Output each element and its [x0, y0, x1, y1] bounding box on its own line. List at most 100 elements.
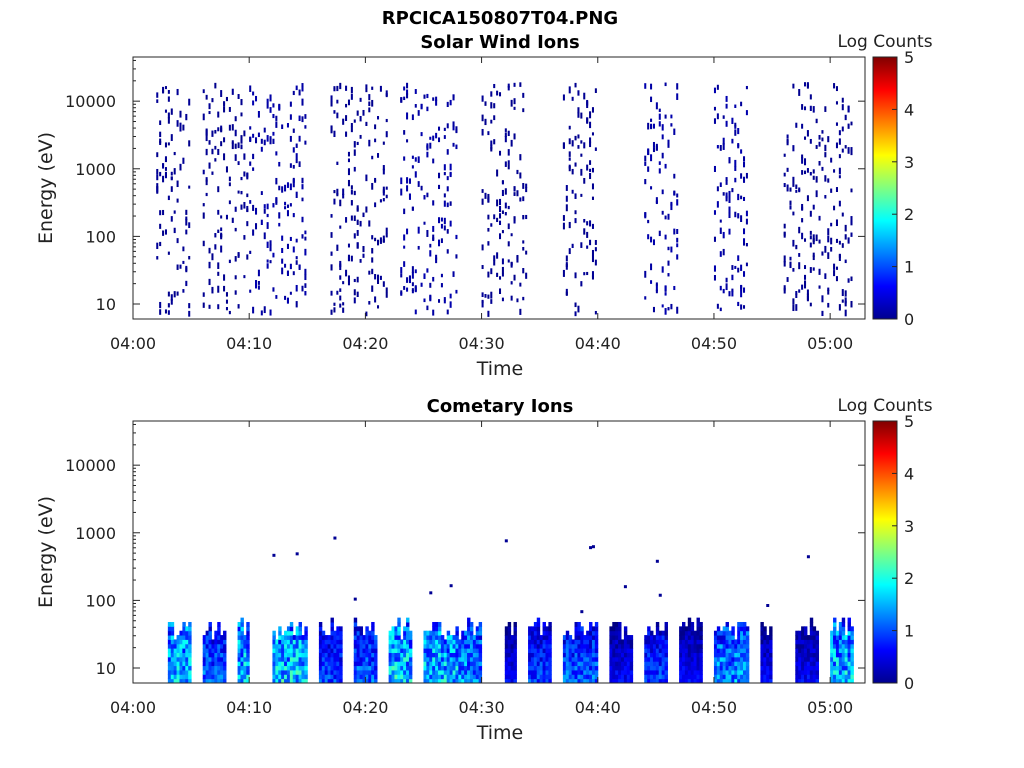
- count-cell: [298, 135, 301, 142]
- count-cell: [594, 147, 597, 151]
- count-cell: [743, 238, 746, 243]
- count-cell: [333, 307, 336, 313]
- count-cell: [743, 656, 747, 662]
- count-cell: [812, 204, 815, 210]
- count-cell: [391, 678, 395, 684]
- count-cell: [589, 626, 593, 632]
- count-cell: [713, 656, 718, 662]
- count-cell: [815, 674, 820, 680]
- count-cell: [220, 652, 224, 658]
- count-cell: [844, 290, 847, 297]
- count-cell: [623, 661, 628, 667]
- count-cell: [417, 156, 420, 163]
- count-cell: [438, 239, 441, 247]
- count-cell: [167, 639, 172, 645]
- count-cell: [841, 104, 844, 111]
- count-cell: [734, 211, 737, 218]
- count-cell: [246, 621, 250, 627]
- count-cell: [664, 656, 668, 662]
- count-cell: [397, 639, 401, 645]
- count-cell: [545, 648, 549, 653]
- count-cell: [655, 197, 658, 204]
- count-cell: [472, 652, 477, 658]
- count-cell: [687, 626, 692, 632]
- count-cell: [272, 138, 275, 144]
- count-cell: [670, 114, 673, 119]
- count-cell: [182, 656, 186, 662]
- count-cell: [469, 648, 474, 653]
- count-cell: [281, 678, 285, 684]
- count-cell: [228, 106, 231, 112]
- count-cell: [408, 665, 413, 671]
- count-cell: [411, 155, 414, 159]
- count-cell: [507, 241, 510, 247]
- count-cell: [536, 648, 541, 653]
- count-cell: [850, 147, 853, 152]
- count-cell: [173, 168, 176, 175]
- count-cell: [461, 648, 465, 653]
- count-cell: [304, 268, 307, 275]
- count-cell: [542, 665, 546, 671]
- count-cell: [275, 198, 278, 205]
- count-cell: [809, 652, 814, 658]
- count-cell: [330, 648, 334, 653]
- count-cell: [525, 187, 528, 193]
- count-cell: [289, 652, 294, 658]
- count-cell: [452, 669, 456, 675]
- count-cell: [202, 212, 205, 219]
- count-cell: [513, 678, 517, 684]
- count-cell: [504, 212, 507, 216]
- count-cell: [583, 643, 587, 649]
- count-cell: [815, 234, 818, 242]
- count-cell: [499, 198, 502, 206]
- count-cell: [324, 652, 329, 658]
- count-cell: [365, 661, 369, 667]
- count-cell: [440, 669, 445, 675]
- count-cell: [443, 648, 448, 653]
- count-cell: [217, 652, 221, 658]
- count-cell: [795, 635, 799, 640]
- count-cell: [542, 656, 546, 662]
- count-cell: [804, 665, 808, 671]
- count-cell: [731, 674, 735, 680]
- count-cell: [446, 656, 451, 662]
- count-cell: [295, 648, 300, 653]
- count-cell: [499, 276, 502, 280]
- count-cell: [583, 177, 586, 184]
- count-cell: [234, 290, 237, 295]
- count-cell: [467, 678, 471, 684]
- axis-box: [132, 56, 866, 320]
- count-cell: [827, 302, 830, 308]
- count-cell: [333, 130, 336, 138]
- count-cell: [362, 669, 366, 675]
- count-cell: [443, 678, 448, 684]
- count-cell: [809, 94, 812, 100]
- count-cell: [188, 678, 192, 684]
- count-cell: [626, 652, 631, 658]
- count-cell: [156, 256, 159, 260]
- count-cell: [824, 144, 827, 152]
- count-cell: [202, 678, 207, 684]
- count-cell: [684, 635, 689, 640]
- count-cell: [795, 665, 799, 671]
- count-cell: [347, 158, 350, 163]
- count-cell: [289, 661, 294, 667]
- count-cell: [240, 661, 244, 667]
- count-cell: [289, 135, 292, 142]
- count-cell: [565, 669, 570, 675]
- count-cell: [696, 621, 700, 627]
- count-cell: [443, 172, 446, 176]
- count-cell: [417, 181, 420, 187]
- count-cell: [223, 669, 227, 675]
- count-cell: [272, 113, 275, 119]
- count-cell: [818, 160, 821, 166]
- count-cell: [275, 295, 278, 299]
- count-cell: [330, 251, 333, 256]
- count-cell: [217, 271, 220, 276]
- count-cell: [417, 245, 420, 250]
- count-cell: [679, 648, 683, 653]
- count-cell: [679, 669, 683, 675]
- count-cell: [182, 289, 185, 293]
- count-cell: [850, 656, 854, 662]
- count-cell: [815, 635, 820, 640]
